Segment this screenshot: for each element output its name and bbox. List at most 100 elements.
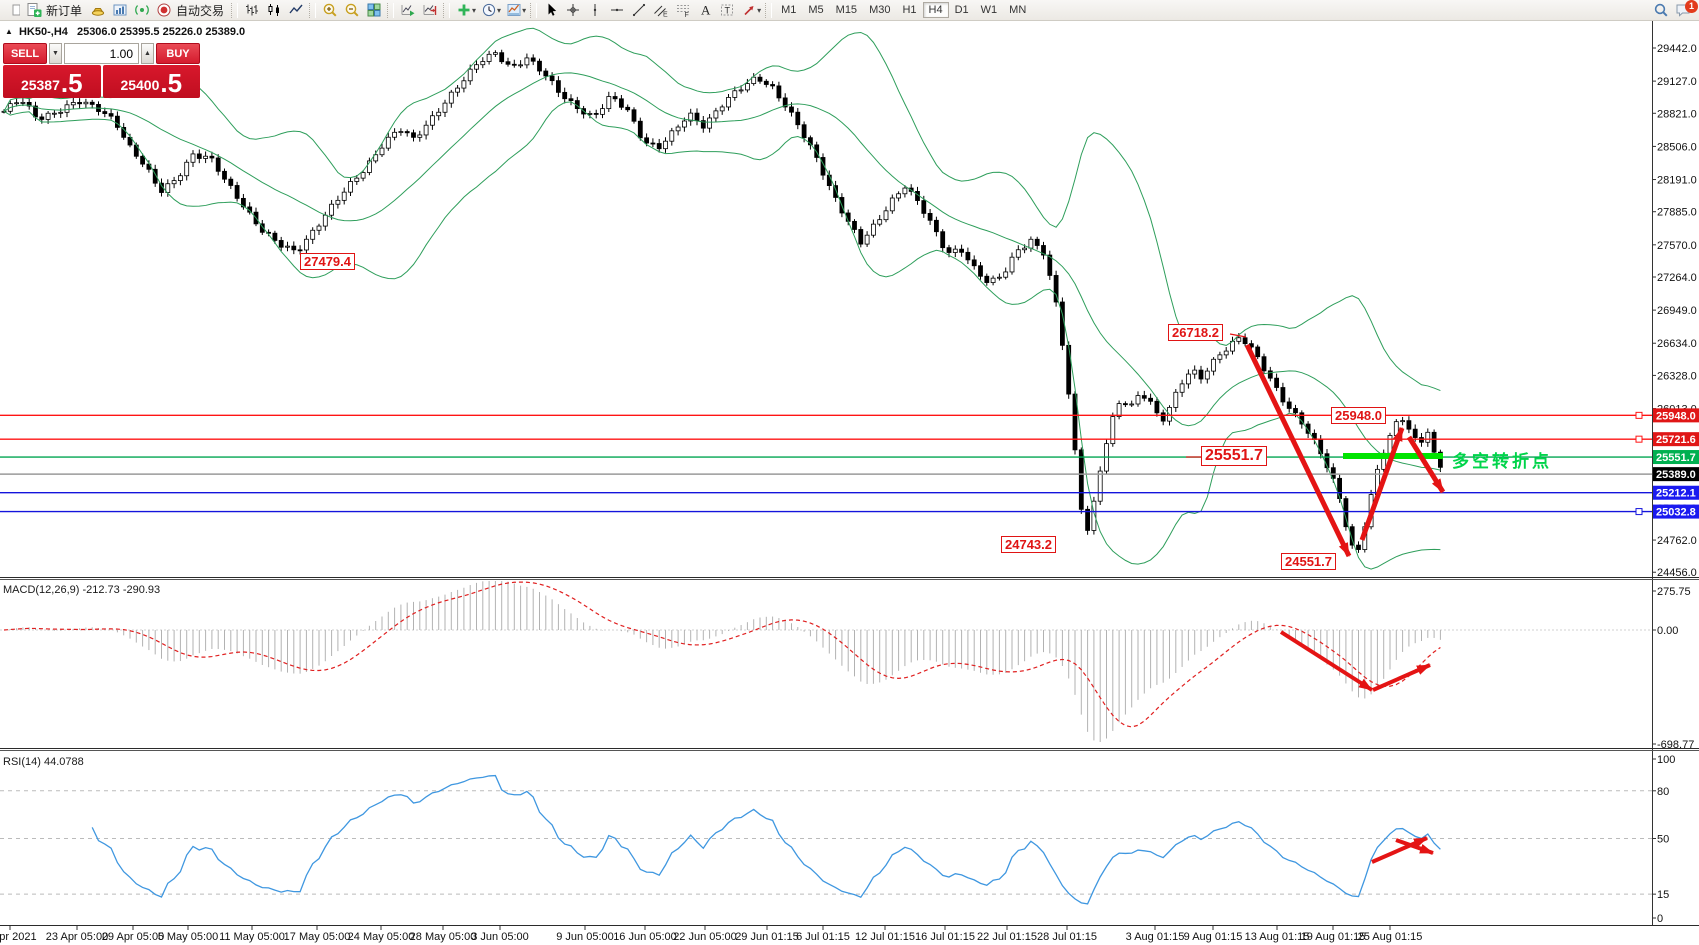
rsi-annotation-arrow[interactable] bbox=[1395, 838, 1434, 855]
crosshair-tool-button[interactable] bbox=[562, 1, 584, 19]
bar-chart-button[interactable] bbox=[241, 1, 263, 19]
svg-text:25721.6: 25721.6 bbox=[1656, 434, 1696, 446]
svg-text:25032.8: 25032.8 bbox=[1656, 507, 1696, 519]
indicators-icon bbox=[453, 1, 475, 19]
macd-axis[interactable]: 275.75 0.00 -698.77 bbox=[1652, 586, 1694, 751]
svg-text:24762.0: 24762.0 bbox=[1657, 535, 1697, 547]
svg-text:27885.0: 27885.0 bbox=[1657, 207, 1697, 219]
gold-tool-button[interactable] bbox=[87, 1, 109, 19]
svg-text:5 May 05:00: 5 May 05:00 bbox=[158, 931, 219, 943]
timeframe-m15-button[interactable]: M15 bbox=[835, 4, 858, 16]
chat-button[interactable]: 1 bbox=[1672, 0, 1698, 19]
timeframe-h4-button[interactable]: H4 bbox=[922, 2, 949, 18]
sell-price-button[interactable]: 25387 .5 bbox=[3, 65, 101, 98]
new-order-button-label[interactable]: 新订单 bbox=[46, 3, 83, 18]
auto-scroll-button[interactable] bbox=[397, 1, 419, 19]
timeframe-mn-button[interactable]: MN bbox=[1009, 4, 1027, 16]
new-order-button[interactable] bbox=[23, 1, 45, 19]
fibonacci-tool-button[interactable]: F bbox=[672, 1, 694, 19]
publish-chart-button[interactable] bbox=[109, 1, 131, 19]
text-tool-button[interactable]: A bbox=[694, 1, 716, 19]
arrows-tool-dropdown-caret-icon[interactable]: ▾ bbox=[757, 5, 762, 15]
svg-text:6 Jul 01:15: 6 Jul 01:15 bbox=[796, 931, 850, 943]
vertical-line-tool-button[interactable] bbox=[584, 1, 606, 19]
timeframe-m30-button[interactable]: M30 bbox=[869, 4, 891, 16]
timeframe-m5-button[interactable]: M5 bbox=[808, 4, 824, 16]
horizontal-line-tool-icon bbox=[606, 1, 628, 19]
clipped-icon[interactable] bbox=[1, 1, 23, 19]
zoom-in-icon bbox=[319, 1, 341, 19]
price-annotation-24743.2[interactable]: 24743.2 bbox=[1001, 536, 1056, 553]
turning-point-note[interactable]: 多空转折点 bbox=[1452, 452, 1552, 471]
svg-text:24456.0: 24456.0 bbox=[1657, 567, 1697, 579]
rsi-annotation-arrow[interactable] bbox=[1371, 836, 1428, 864]
equidistant-channel-tool-icon: E bbox=[650, 1, 672, 19]
arrows-tool-dropdown[interactable] bbox=[738, 1, 760, 19]
svg-text:19 Aug 01:15: 19 Aug 01:15 bbox=[1301, 931, 1366, 943]
buy-button[interactable]: BUY bbox=[156, 43, 200, 64]
price-annotation-27479.4[interactable]: 27479.4 bbox=[300, 253, 355, 270]
volume-decrease-button[interactable]: ▼ bbox=[49, 43, 62, 64]
price-annotation-26718.2[interactable]: 26718.2 bbox=[1168, 324, 1223, 341]
timeframe-h1-button[interactable]: H1 bbox=[902, 4, 917, 16]
svg-text:28 May 05:00: 28 May 05:00 bbox=[410, 931, 477, 943]
rsi-axis[interactable]: 100 80 50 15 0 bbox=[1652, 754, 1675, 925]
svg-text:T: T bbox=[725, 6, 731, 16]
svg-text:16 Jul 01:15: 16 Jul 01:15 bbox=[915, 931, 975, 943]
price-annotation-25948.0[interactable]: 25948.0 bbox=[1331, 407, 1386, 424]
chart-shift-icon bbox=[419, 1, 441, 19]
arrows-tool-icon bbox=[738, 1, 760, 19]
trendline-tool-button[interactable] bbox=[628, 1, 650, 19]
templates-icon bbox=[503, 1, 525, 19]
timeframe-d1-button[interactable]: D1 bbox=[954, 4, 969, 16]
trend-arrows[interactable] bbox=[1244, 343, 1446, 558]
svg-text:80: 80 bbox=[1657, 786, 1669, 798]
svg-text:24 May 05:00: 24 May 05:00 bbox=[348, 931, 415, 943]
sell-button[interactable]: SELL bbox=[3, 43, 47, 64]
svg-text:29127.0: 29127.0 bbox=[1657, 76, 1697, 88]
svg-text:50: 50 bbox=[1657, 834, 1669, 846]
svg-text:26634.0: 26634.0 bbox=[1657, 338, 1697, 350]
equidistant-channel-tool-button[interactable]: E bbox=[650, 1, 672, 19]
svg-text:A: A bbox=[701, 3, 711, 18]
svg-text:11 May 05:00: 11 May 05:00 bbox=[219, 931, 285, 943]
main-toolbar: 新订单 自动交易 ▾ ▾ ▾ E F A T ▾ M1 M5 M15 M30 H1 H4 D1 W1 MN 1 bbox=[0, 0, 1699, 21]
zoom-in-button[interactable] bbox=[319, 1, 341, 19]
svg-text:9 Jun 05:00: 9 Jun 05:00 bbox=[556, 931, 614, 943]
svg-text:28 Jul 01:15: 28 Jul 01:15 bbox=[1037, 931, 1097, 943]
toolbar-separator bbox=[530, 2, 538, 18]
candlestick-chart-button[interactable] bbox=[263, 1, 285, 19]
macd-annotation-arrow[interactable] bbox=[1372, 663, 1431, 692]
zoom-out-button[interactable] bbox=[341, 1, 363, 19]
indicators-dropdown-caret-icon[interactable]: ▾ bbox=[472, 5, 477, 15]
volume-input[interactable]: 1.00 bbox=[64, 43, 139, 64]
periods-dropdown[interactable] bbox=[478, 1, 500, 19]
timeframe-m1-button[interactable]: M1 bbox=[781, 4, 797, 16]
svg-text:275.75: 275.75 bbox=[1657, 586, 1691, 598]
buy-price-button[interactable]: 25400 .5 bbox=[102, 65, 200, 98]
tile-windows-button[interactable] bbox=[363, 1, 385, 19]
auto-trading-button-label[interactable]: 自动交易 bbox=[176, 3, 225, 18]
volume-increase-button[interactable]: ▲ bbox=[141, 43, 154, 64]
horizontal-line-tool-button[interactable] bbox=[606, 1, 628, 19]
text-label-tool-button[interactable]: T bbox=[716, 1, 738, 19]
timeframe-w1-button[interactable]: W1 bbox=[980, 4, 998, 16]
auto-trading-button[interactable] bbox=[153, 1, 175, 19]
periods-dropdown-caret-icon[interactable]: ▾ bbox=[497, 5, 502, 15]
indicators-dropdown[interactable] bbox=[453, 1, 475, 19]
search-button[interactable] bbox=[1650, 1, 1672, 19]
cursor-tool-button[interactable] bbox=[540, 1, 562, 19]
svg-text:-698.77: -698.77 bbox=[1657, 739, 1694, 751]
svg-text:25948.0: 25948.0 bbox=[1656, 410, 1696, 422]
signals-button[interactable] bbox=[131, 1, 153, 19]
templates-dropdown[interactable] bbox=[503, 1, 525, 19]
chart-shift-button[interactable] bbox=[419, 1, 441, 19]
price-annotation-24551.7[interactable]: 24551.7 bbox=[1281, 553, 1336, 570]
line-chart-button[interactable] bbox=[285, 1, 307, 19]
cursor-tool-icon bbox=[540, 1, 562, 19]
macd-annotation-arrow[interactable] bbox=[1279, 630, 1374, 692]
templates-dropdown-caret-icon[interactable]: ▾ bbox=[522, 5, 527, 15]
price-annotation-25551.7[interactable]: 25551.7 bbox=[1201, 446, 1267, 466]
